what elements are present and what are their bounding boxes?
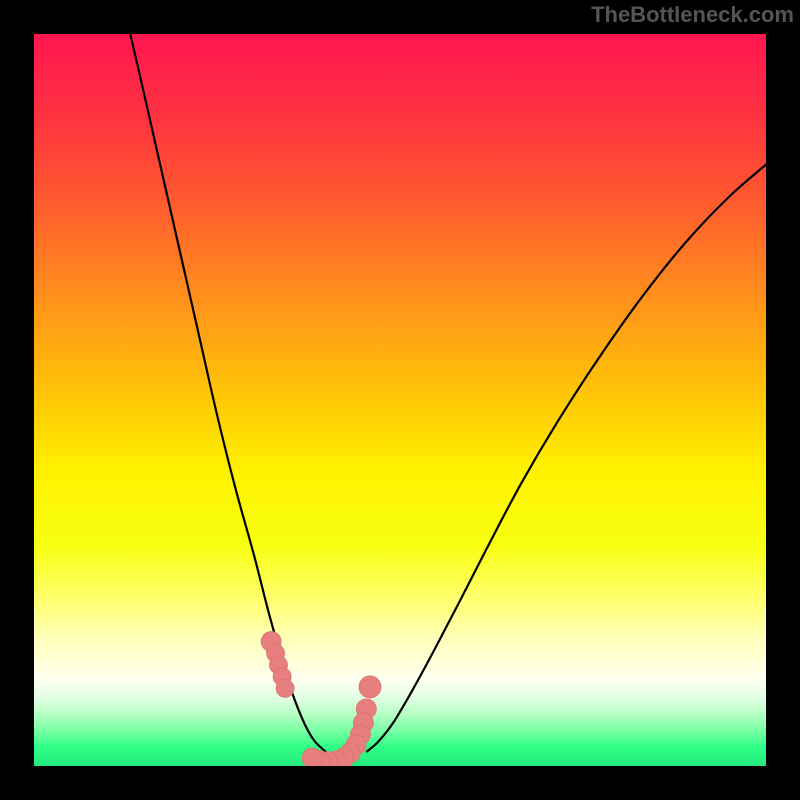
marker-right-10	[302, 748, 322, 768]
chart-background	[34, 34, 766, 766]
attribution-label: TheBottleneck.com	[591, 2, 794, 28]
marker-right-0	[359, 676, 381, 698]
stage: TheBottleneck.com	[0, 0, 800, 800]
bottleneck-chart	[0, 0, 800, 800]
marker-left-4	[276, 679, 294, 697]
